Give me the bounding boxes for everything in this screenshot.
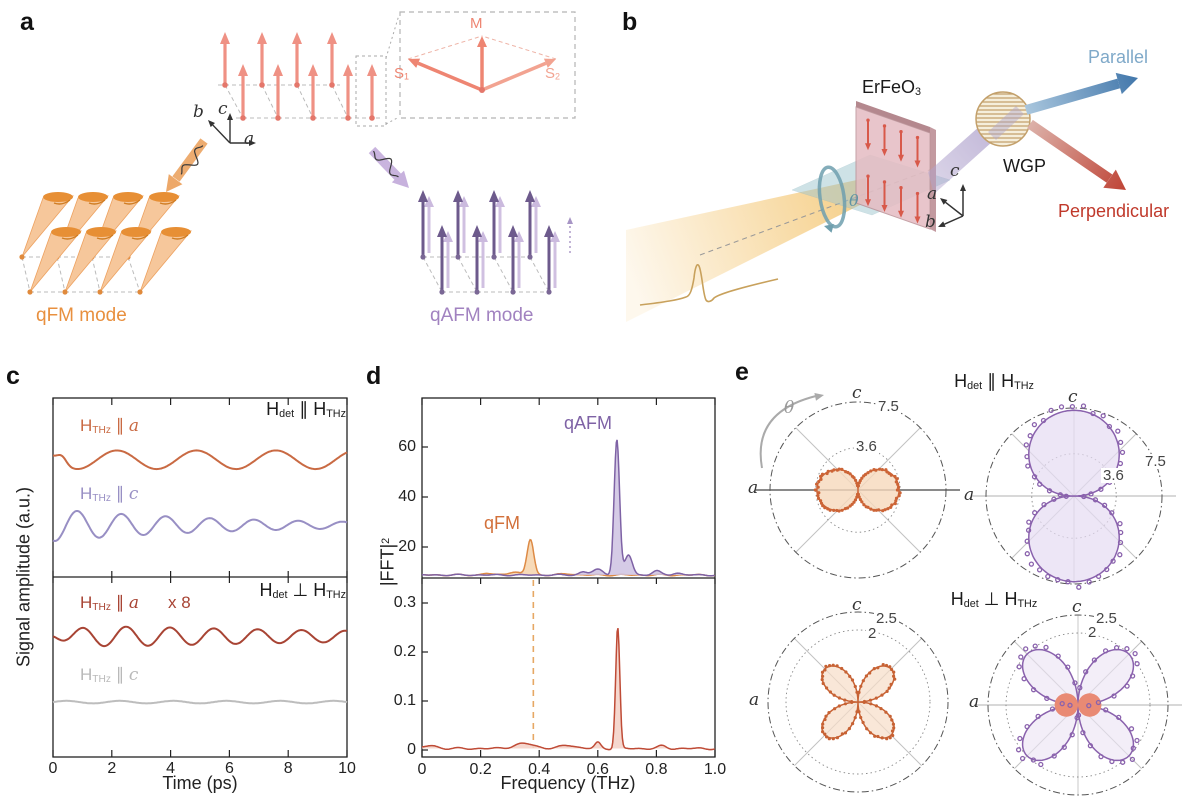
d-ytick-top-60: 60 [398,438,416,455]
d-xtick-0.2: 0.2 [469,761,492,778]
panel-a-art [19,11,576,295]
panel-letter-e: e [735,358,749,386]
c-xtick-8: 8 [283,760,293,777]
polar-plot-top-right [972,403,1176,590]
panel-letter-b: b [622,8,638,36]
wgp-label: WGP [1003,156,1046,176]
panel-letter-c: c [6,362,20,390]
b-axis-c-label: c [950,161,960,181]
e-bl-ring-outer: 2.5 [874,610,899,627]
inset-s2-label: S2 [545,65,561,82]
e-br-ring-inner: 2 [1086,624,1099,641]
panel-e-polars [756,393,1182,796]
d-ytick-bottom-0: 0 [407,741,416,758]
c-condition-parallel: Hdet ∥ HTHz [266,399,346,421]
panel-letter-d: d [366,362,382,390]
d-ytick-top-20: 20 [398,538,416,555]
e-tl-ring-outer: 7.5 [876,398,901,415]
d-qfm-peak-label: qFM [484,513,520,533]
panel-letter-a: a [20,8,34,36]
c-trace4-label: HTHz ∥ c [80,665,139,685]
e-br-c-label: c [1072,597,1082,617]
panel-c-chart [52,397,348,758]
e-br-a-label: a [969,692,980,712]
e-tr-c-label: c [1068,387,1078,407]
d-ytick-top-40: 40 [398,488,416,505]
a-axis-a-label: a [244,129,255,149]
c-ylabel: Signal amplitude (a.u.) [13,486,34,668]
c-xlabel: Time (ps) [162,773,238,793]
e-bl-a-label: a [749,690,760,710]
e-br-ring-outer: 2.5 [1094,610,1119,627]
d-xlabel: Frequency (THz) [500,773,636,793]
b-axis-b-label: b [925,212,936,232]
e-tl-c-label: c [852,383,862,403]
a-axis-b-label: b [193,102,204,122]
c-trace1-label: HTHz ∥ a [80,416,140,436]
e-bl-c-label: c [852,595,862,615]
inset-s1-label: S1 [394,65,410,82]
b-axis-a-label: a [927,184,938,204]
c-xtick-6: 6 [224,760,234,777]
e-tr-a-label: a [964,485,975,505]
d-ytick-bottom-0.2: 0.2 [393,643,416,660]
e-tl-a-label: a [748,478,759,498]
e-title-parallel: Hdet ∥ HTHz [954,371,1034,393]
d-ylabel: |FFT|2 [377,537,398,587]
polar-plot-bottom-left [767,611,949,793]
e-tr-ring-inner: 3.6 [1101,467,1126,484]
c-trace2-label: HTHz ∥ c [80,484,139,504]
c-condition-perpendicular: Hdet ⊥ HTHz [259,580,347,602]
c-xtick-10: 10 [338,760,356,777]
e-tr-ring-outer: 7.5 [1143,453,1168,470]
d-ytick-bottom-0.3: 0.3 [393,594,416,611]
parallel-label: Parallel [1088,47,1149,67]
panel-d-chart [421,397,716,758]
d-xtick-0.8: 0.8 [645,761,668,778]
qafm-mode-label: qAFM mode [430,305,534,326]
e-tl-ring-inner: 3.6 [854,438,879,455]
polar-plot-top-left [756,393,960,579]
d-xtick-1: 1.0 [703,761,727,778]
e-theta-label: θ [784,398,795,418]
c-trace3-label: HTHz ∥ a [80,593,140,613]
c-scale-x8: x 8 [168,593,191,612]
e-bl-ring-inner: 2 [866,625,879,642]
a-axis-c-label: c [218,99,228,119]
e-title-perpendicular: Hdet ⊥ HTHz [950,589,1038,611]
c-xtick-0: 0 [48,760,58,777]
qfm-mode-label: qFM mode [36,305,127,326]
polar-plot-bottom-right [974,614,1182,796]
d-xtick-0: 0 [417,761,427,778]
theta-label-b: θ [849,191,859,210]
d-xtick-0.4: 0.4 [528,761,551,778]
c-xtick-2: 2 [107,760,117,777]
panel-b-art [626,72,1138,322]
c-xtick-4: 4 [166,760,176,777]
crystal-label: ErFeO3 [862,77,922,99]
perpendicular-label: Perpendicular [1058,201,1170,221]
inset-m-label: M [470,15,483,32]
d-ytick-bottom-0.1: 0.1 [393,692,416,709]
d-xtick-0.6: 0.6 [586,761,609,778]
d-qafm-peak-label: qAFM [564,413,613,433]
